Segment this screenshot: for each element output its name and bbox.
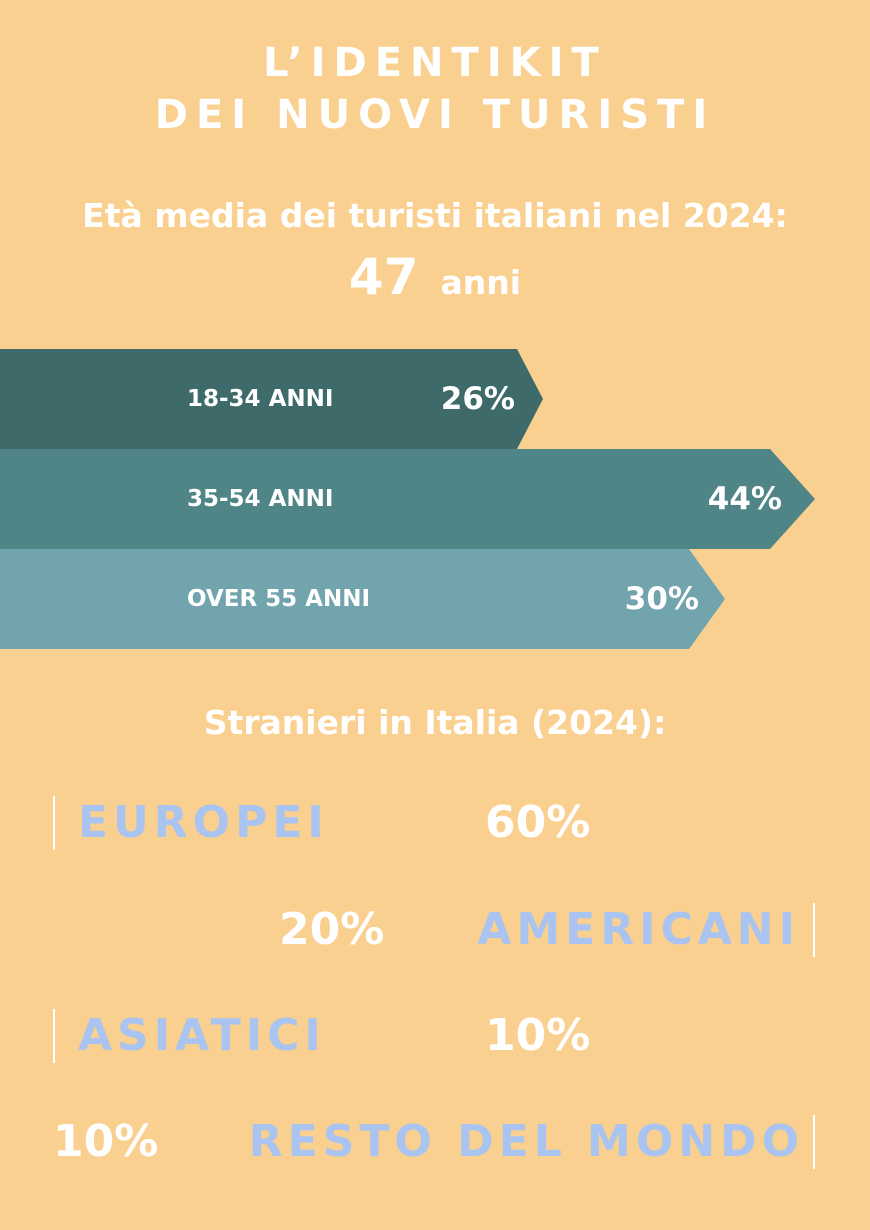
age-bar-35-54-value: 44% <box>707 481 782 517</box>
origin-value-asiatici: 10% <box>485 1010 591 1061</box>
age-bar-over-55: OVER 55 ANNI 30% <box>0 549 727 649</box>
average-age-unit: anni <box>440 263 522 302</box>
age-bar-18-34: 18-34 ANNI 26% <box>0 349 545 449</box>
origin-row-americani: 20% AMERICANI <box>0 900 870 960</box>
origin-row-asiatici: ASIATICI 10% <box>0 1006 870 1066</box>
origin-name-resto-del-mondo: RESTO DEL MONDO <box>248 1116 804 1167</box>
age-bar-35-54-shape <box>0 449 815 549</box>
age-bar-18-34-label: 18-34 ANNI <box>187 386 334 412</box>
age-bar-over-55-label: OVER 55 ANNI <box>187 586 371 612</box>
age-bar-over-55-value: 30% <box>624 581 699 617</box>
origin-name-europei: EUROPEI <box>78 797 329 848</box>
age-bar-35-54-label: 35-54 ANNI <box>187 486 334 512</box>
origin-value-americani: 20% <box>279 904 385 955</box>
age-bar-18-34-shape <box>0 349 543 449</box>
average-age-label: Età media dei turisti italiani nel 2024: <box>82 196 788 235</box>
divider-line <box>813 903 815 957</box>
origin-value-europei: 60% <box>485 797 591 848</box>
title-line-2: DEI NUOVI TURISTI <box>154 92 716 138</box>
origin-name-americani: AMERICANI <box>477 904 800 955</box>
foreigners-label: Stranieri in Italia (2024): <box>203 703 667 742</box>
age-bar-over-55-shape <box>0 549 725 649</box>
origin-name-asiatici: ASIATICI <box>78 1010 326 1061</box>
age-bar-35-54: 35-54 ANNI 44% <box>0 449 817 549</box>
average-age-value: 47 <box>348 248 419 306</box>
divider-line <box>813 1115 815 1169</box>
divider-line <box>53 1009 55 1063</box>
average-age: 47 anni <box>0 248 870 306</box>
divider-line <box>53 796 55 850</box>
origin-row-resto-del-mondo: 10% RESTO DEL MONDO <box>0 1112 870 1172</box>
age-bar-18-34-value: 26% <box>440 381 515 417</box>
origin-row-europei: EUROPEI 60% <box>0 793 870 853</box>
title-line-1: L’IDENTIKIT <box>263 40 607 86</box>
origin-value-resto-del-mondo: 10% <box>53 1116 159 1167</box>
